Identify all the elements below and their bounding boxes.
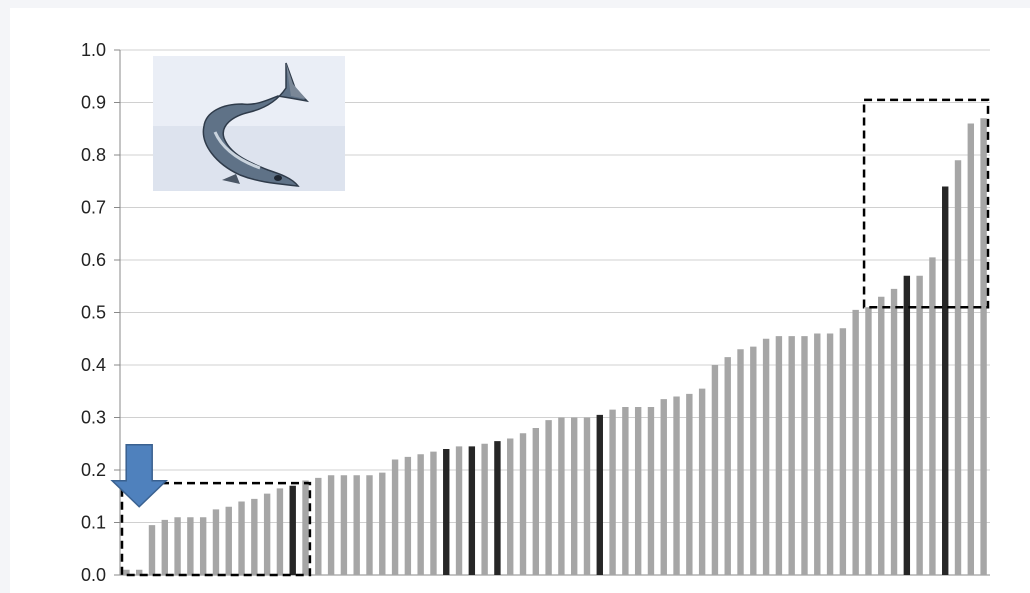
bar [379,472,386,575]
bar [353,475,360,575]
y-tick-label: 0.6 [81,250,106,270]
chart-panel: 0.0 0.1 0.2 0.3 0.4 0.5 0.6 0.7 0.8 0.9 1.0 [10,8,1030,593]
bar-chart: 0.0 0.1 0.2 0.3 0.4 0.5 0.6 0.7 0.8 0.9 1.0 [81,40,990,585]
bar [212,509,220,575]
bar [174,517,181,575]
bar [954,160,962,575]
bar [647,407,655,575]
bar [711,365,719,575]
bar [673,396,680,575]
bar [366,475,373,575]
y-tick-label: 0.7 [81,198,106,218]
bar [558,417,565,575]
y-tick-label: 0.2 [81,460,106,480]
bar [251,498,258,575]
bar [737,349,744,575]
bar [865,307,872,575]
bar [391,459,399,575]
bar [404,456,412,575]
bar [788,336,795,575]
bar [123,569,130,575]
bar [199,517,207,575]
bar [609,409,616,575]
salmon-eye [274,175,282,181]
bar-highlighted [443,449,450,575]
salmon-tail [286,63,306,99]
bar-highlighted [289,485,296,575]
bar [967,123,975,575]
bar [980,118,987,575]
bar [762,338,770,575]
salmon-belly [213,131,261,170]
y-tick-label: 0.4 [81,355,106,375]
bar [878,296,885,575]
bar [161,519,168,575]
y-tick-label: 0.3 [81,408,106,428]
dashed-highlight-box [120,481,312,577]
y-tick-label: 1.0 [81,40,106,60]
y-tick-label: 0.9 [81,93,106,113]
bar [698,388,706,575]
bar [660,399,667,575]
bar [238,501,245,575]
bar-series [123,118,987,575]
bar [417,454,424,575]
bar [724,357,731,575]
bar [302,480,309,575]
bar [315,477,322,575]
bar [750,346,757,575]
bar [481,443,488,575]
bar-highlighted [494,441,501,575]
y-tick-label: 0.8 [81,145,106,165]
bar [532,428,540,575]
bar [455,446,463,575]
bar [929,257,936,575]
bar [187,517,194,575]
bar [839,328,847,575]
bar-highlighted [596,414,603,575]
bar [519,433,527,575]
bar [148,525,156,575]
bar [276,488,284,575]
bar [852,309,859,575]
down-arrow-shape [110,444,169,508]
salmon-body [202,62,310,187]
bar [801,336,808,575]
bar-highlighted [942,186,949,575]
salmon-photo [153,56,345,191]
bar [135,569,143,575]
bar [545,420,552,575]
bar [775,336,783,575]
annotation-boxes [120,98,990,577]
bar [622,407,629,575]
bar [890,288,898,575]
bar [570,417,578,575]
bar [916,275,923,575]
bar-highlighted [903,275,911,575]
salmon-fin [222,174,240,184]
bar [263,493,271,575]
down-arrow-icon [110,444,169,508]
bar [814,333,821,575]
y-axis-tick-labels: 0.0 0.1 0.2 0.3 0.4 0.5 0.6 0.7 0.8 0.9 1.0 [81,40,106,585]
bar [634,407,642,575]
bar [583,417,591,575]
y-tick-label: 0.1 [81,513,106,533]
y-tick-label: 0.5 [81,303,106,323]
bar-highlighted [468,446,476,575]
bar [507,438,514,575]
bar [340,475,348,575]
dashed-highlight-box [862,98,990,309]
bar [826,333,834,575]
bar [430,451,437,575]
bar [225,506,232,575]
bar [686,393,693,575]
bar [327,475,335,575]
y-tick-label: 0.0 [81,565,106,585]
